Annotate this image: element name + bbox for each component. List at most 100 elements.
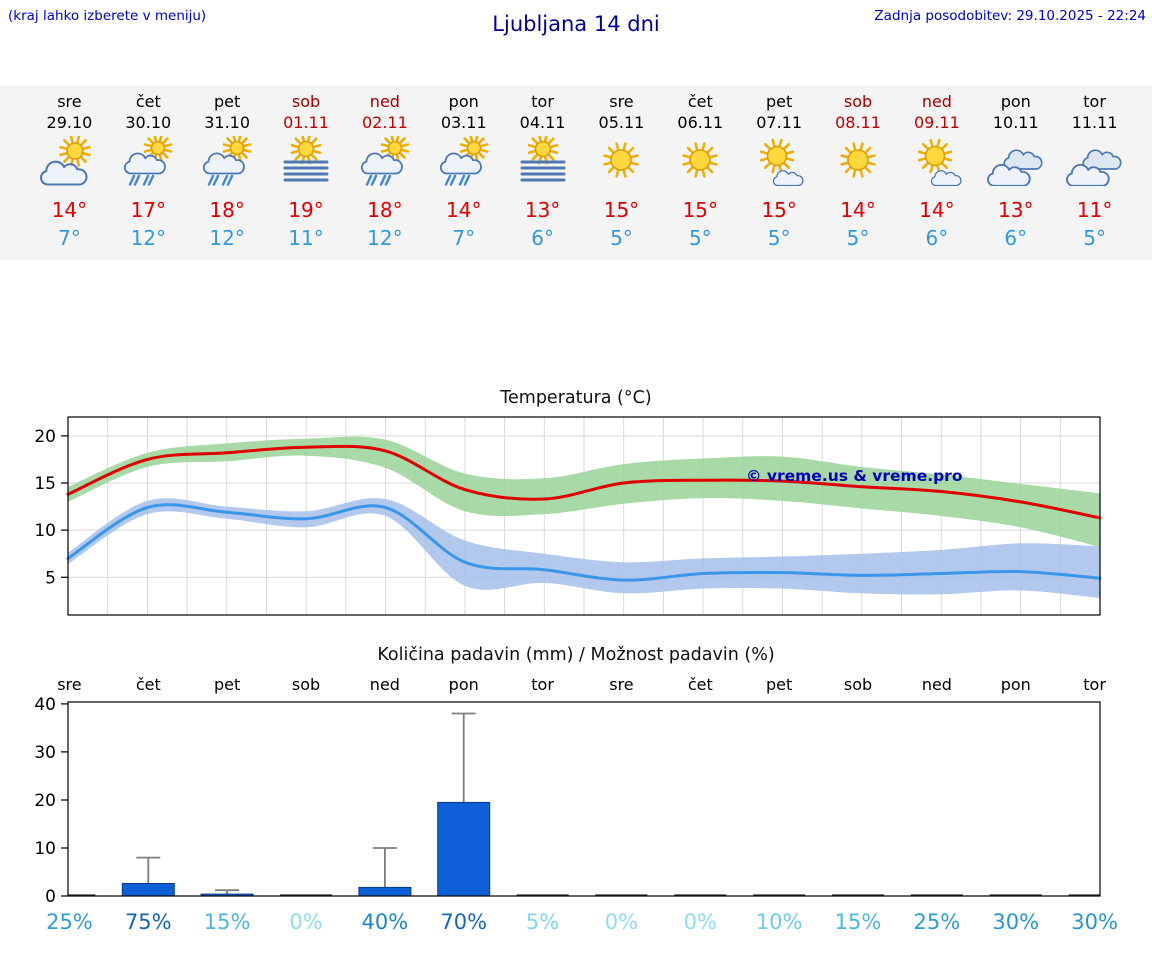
day-date: 02.11 [361,113,408,132]
precip-day-label: tor [531,675,554,694]
day-max-temp: 13° [998,198,1034,222]
mostly-sunny-icon [897,136,976,192]
precip-probability: 25% [913,910,961,934]
day-date: 30.10 [125,113,172,132]
day-min-temp: 6° [1004,226,1028,250]
day-min-temp: 5° [1083,226,1106,250]
day-date: 04.11 [519,113,566,132]
partly-cloudy-icon [30,136,109,192]
showers-icon [188,136,267,192]
precip-probability-row: 25% 75% 15% 0% 40% 70% 5% 0% 0% 10% 15% 25% 30% 30% [0,908,1152,936]
day-name: čet [135,92,161,111]
day-column-01.11[interactable]: sob 01.11 19° 11° [267,92,346,250]
precip-probability: 70% [440,910,488,934]
forecast-strip: sre 29.10 14° 7° čet 30.10 17° 12° pet 31.10 18° 12… [0,85,1152,260]
day-column-03.11[interactable]: pon 03.11 14° 7° [424,92,503,250]
day-min-temp: 5° [846,226,870,250]
precip-probability: 30% [992,910,1040,934]
day-column-09.11[interactable]: ned 09.11 14° 6° [897,92,976,250]
day-name: pon [448,92,479,111]
day-min-temp: 7° [452,226,476,250]
day-name: pet [766,92,793,111]
day-min-temp: 7° [58,226,81,250]
page-title: Ljubljana 14 dni [492,12,660,36]
day-name: sre [57,92,82,111]
svg-text:10: 10 [34,839,56,859]
sunny-icon [582,136,661,192]
day-column-10.11[interactable]: pon 10.11 13° 6° [976,92,1055,250]
day-name: pet [214,92,241,111]
day-date: 10.11 [992,113,1039,132]
day-date: 09.11 [913,113,960,132]
svg-text:20: 20 [34,427,56,447]
day-name: tor [1083,92,1106,111]
precip-day-label: tor [1083,675,1106,694]
precip-day-label: sob [843,675,873,694]
last-updated-text: Zadnja posodobitev: 29.10.2025 - 22:24 [874,8,1146,24]
precip-probability: 5% [525,910,560,934]
svg-text:10: 10 [34,521,56,541]
day-max-temp: 18° [367,198,403,222]
day-name: čet [687,92,713,111]
precipitation-chart: 0 10 20 30 40 [34,696,1101,904]
precip-day-label: pon [1000,675,1031,694]
fog-sun-icon [267,136,346,192]
showers-icon [345,136,424,192]
day-column-02.11[interactable]: ned 02.11 18° 12° [345,92,424,250]
precip-day-label: ned [369,675,400,694]
day-column-04.11[interactable]: tor 04.11 13° 6° [503,92,582,250]
day-name: sre [609,92,634,111]
day-max-temp: 15° [603,198,640,222]
day-max-temp: 13° [524,198,561,222]
day-date: 07.11 [756,113,803,132]
day-max-temp: 17° [130,198,167,222]
day-column-29.10[interactable]: sre 29.10 14° 7° [30,92,109,250]
day-column-31.10[interactable]: pet 31.10 18° 12° [188,92,267,250]
showers-icon [109,136,188,192]
day-min-temp: 12° [130,226,167,250]
day-min-temp: 5° [767,226,791,250]
day-column-06.11[interactable]: čet 06.11 15° 5° [661,92,740,250]
watermark-text: © vreme.us & vreme.pro [746,467,962,485]
day-min-temp: 5° [610,226,633,250]
day-min-temp: 12° [367,226,403,250]
location-menu-hint[interactable]: (kraj lahko izberete v meniju) [8,8,207,24]
day-date: 05.11 [598,113,645,132]
day-name: sob [843,92,873,111]
precip-probability: 15% [834,910,882,934]
fog-sun-icon [503,136,582,192]
day-column-11.11[interactable]: tor 11.11 11° 5° [1055,92,1134,250]
svg-text:15: 15 [34,474,56,494]
day-column-05.11[interactable]: sre 05.11 15° 5° [582,92,661,250]
precip-day-label-row: sre čet pet sob ned pon tor sre čet pet sob ned pon t… [0,674,1152,696]
showers-icon [424,136,503,192]
day-date: 08.11 [835,113,881,132]
top-bar: (kraj lahko izberete v meniju) Ljubljana… [0,0,1152,42]
day-min-temp: 6° [531,226,554,250]
day-column-30.10[interactable]: čet 30.10 17° 12° [109,92,188,250]
day-max-temp: 15° [682,198,719,222]
precip-probability: 10% [755,910,803,934]
mostly-sunny-icon [740,136,819,192]
day-column-07.11[interactable]: pet 07.11 15° 5° [740,92,819,250]
sunny-icon [661,136,740,192]
precip-day-label: pon [448,675,479,694]
precip-probability: 40% [361,910,409,934]
day-max-temp: 14° [919,198,955,222]
precip-day-label: pet [214,675,241,694]
precip-probability: 0% [289,910,323,934]
precip-day-label: čet [135,675,161,694]
sunny-icon [819,136,898,192]
day-date: 03.11 [440,113,487,132]
day-name: pon [1000,92,1031,111]
precip-day-label: pet [766,675,793,694]
svg-text:0: 0 [45,887,56,904]
day-column-08.11[interactable]: sob 08.11 14° 5° [819,92,898,250]
day-min-temp: 12° [209,226,245,250]
precip-day-label: sre [609,675,634,694]
day-date: 29.10 [46,113,93,132]
precip-day-label: čet [687,675,713,694]
day-min-temp: 11° [288,226,324,250]
day-max-temp: 14° [51,198,88,222]
day-date: 11.11 [1071,113,1118,132]
